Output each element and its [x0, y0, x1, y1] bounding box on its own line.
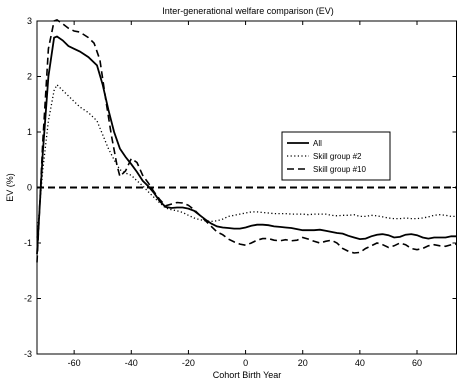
series-lines — [36, 19, 457, 263]
x-axis-label: Cohort Birth Year — [213, 370, 282, 380]
series-line-3 — [36, 19, 457, 263]
y-tick-label: -1 — [24, 238, 32, 248]
x-tick-label: 60 — [412, 358, 422, 368]
chart-title: Inter-generational welfare comparison (E… — [162, 6, 334, 16]
legend-label: Skill group #10 — [313, 165, 366, 174]
y-tick-label: 2 — [27, 72, 32, 82]
legend-box — [281, 131, 391, 181]
x-tick-label: 20 — [298, 358, 308, 368]
legend-label: Skill group #2 — [313, 152, 362, 161]
y-tick-label: 1 — [27, 127, 32, 137]
y-tick-label: 3 — [27, 16, 32, 26]
x-tick-label: -40 — [125, 358, 138, 368]
y-tick-label: -2 — [24, 294, 32, 304]
x-tick-label: 0 — [243, 358, 248, 368]
y-tick-label: -3 — [24, 349, 32, 359]
y-tick-label: 0 — [27, 183, 32, 193]
x-tick-label: -60 — [68, 358, 81, 368]
axis-ticks: -60 -40 -20 0 20 40 60 -3 -2 -1 0 1 2 3 — [24, 16, 457, 368]
legend: All Skill group #2 Skill group #10 — [281, 131, 391, 181]
x-tick-label: 40 — [355, 358, 365, 368]
x-tick-label: -20 — [182, 358, 195, 368]
legend-label: All — [313, 139, 322, 148]
series-line-1 — [36, 35, 457, 255]
y-axis-label: EV (%) — [5, 173, 15, 202]
